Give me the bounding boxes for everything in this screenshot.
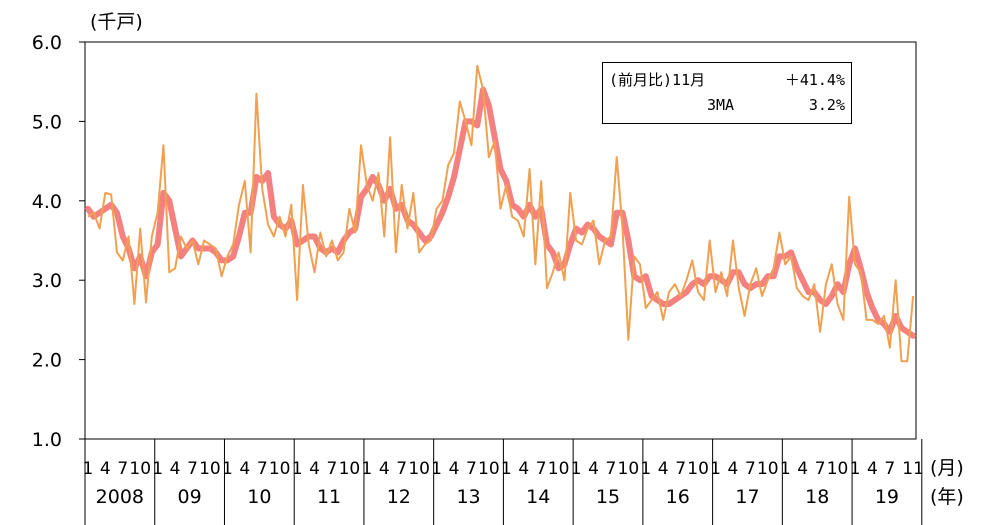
year-label: 2008 bbox=[96, 486, 144, 508]
month-tick-label: 10 bbox=[408, 459, 430, 479]
month-tick-label: 7 bbox=[257, 459, 268, 479]
month-tick-label: 10 bbox=[269, 459, 291, 479]
month-tick-label: 7 bbox=[536, 459, 547, 479]
month-tick-label: 7 bbox=[675, 459, 686, 479]
plot-area-frame bbox=[84, 41, 917, 440]
y-tick-label: 2.0 bbox=[32, 350, 62, 372]
x-axis: 2008 09 10 11 12 13 14 15 16 17 18 191 4 7 10 1 4 7 10 1 4 7 1… bbox=[82, 439, 924, 525]
month-tick-label: 4 bbox=[658, 459, 669, 479]
month-tick-label: 4 bbox=[170, 459, 181, 479]
legend-row1-value: ＋41.4% bbox=[784, 71, 845, 89]
year-label: 09 bbox=[178, 486, 202, 508]
month-tick-label: 4 bbox=[797, 459, 808, 479]
month-tick-label: 4 bbox=[518, 459, 529, 479]
month-tick-label: 7 bbox=[815, 459, 826, 479]
month-tick-label: 10 bbox=[339, 459, 361, 479]
month-tick-label: 1 bbox=[850, 459, 861, 479]
month-tick-label: 4 bbox=[728, 459, 739, 479]
month-tick-label: 1 bbox=[361, 459, 372, 479]
month-tick-label: 7 bbox=[187, 459, 198, 479]
month-tick-label: 4 bbox=[449, 459, 460, 479]
month-tick-label: 7 bbox=[605, 459, 616, 479]
year-label: 13 bbox=[456, 486, 480, 508]
month-tick-label: 1 bbox=[571, 459, 582, 479]
series-line-3ma bbox=[84, 86, 917, 339]
y-tick-label: 4.0 bbox=[32, 191, 62, 213]
month-tick-label: 1 bbox=[152, 459, 163, 479]
month-tick-label: 1 bbox=[82, 459, 93, 479]
y-unit-label: (千戸) bbox=[90, 11, 143, 33]
series-line-monthly bbox=[87, 64, 915, 363]
year-label: 11 bbox=[317, 486, 341, 508]
month-tick-label: 1 bbox=[780, 459, 791, 479]
year-label: 18 bbox=[805, 486, 829, 508]
month-tick-label: 10 bbox=[129, 459, 151, 479]
year-label: 15 bbox=[596, 486, 620, 508]
year-label: 10 bbox=[247, 486, 271, 508]
month-tick-label: 7 bbox=[884, 459, 895, 479]
month-tick-label: 10 bbox=[199, 459, 221, 479]
month-tick-label: 7 bbox=[745, 459, 756, 479]
month-tick-label: 1 bbox=[222, 459, 233, 479]
y-tick-label: 6.0 bbox=[32, 32, 62, 54]
month-tick-label: 10 bbox=[548, 459, 570, 479]
month-tick-label: 4 bbox=[379, 459, 390, 479]
legend-row2-value: 3.2% bbox=[808, 96, 845, 114]
month-tick-label: 4 bbox=[100, 459, 111, 479]
series-layer bbox=[84, 64, 917, 363]
month-tick-label: 1 bbox=[431, 459, 442, 479]
legend-box: (前月比)11月 ＋41.4% 3MA 3.2% bbox=[602, 62, 852, 124]
month-tick-label: 1 bbox=[640, 459, 651, 479]
month-tick-label: 1 bbox=[710, 459, 721, 479]
y-axis: 1.0 2.0 3.0 4.0 5.0 6.0 bbox=[32, 32, 85, 451]
month-tick-label: 4 bbox=[239, 459, 250, 479]
year-label: 16 bbox=[666, 486, 690, 508]
y-tick-label: 3.0 bbox=[32, 270, 62, 292]
legend-row1-label: (前月比)11月 bbox=[609, 71, 706, 89]
month-tick-label: 11 bbox=[902, 459, 924, 479]
month-tick-label: 10 bbox=[618, 459, 640, 479]
month-tick-label: 7 bbox=[466, 459, 477, 479]
month-tick-label: 10 bbox=[687, 459, 709, 479]
month-tick-label: 7 bbox=[396, 459, 407, 479]
legend-row2-label: 3MA bbox=[707, 96, 735, 114]
month-tick-label: 7 bbox=[327, 459, 338, 479]
month-tick-label: 10 bbox=[827, 459, 849, 479]
month-tick-label: 1 bbox=[292, 459, 303, 479]
month-tick-label: 4 bbox=[867, 459, 878, 479]
month-tick-label: 10 bbox=[757, 459, 779, 479]
x-year-axis-label: (年) bbox=[930, 486, 964, 508]
month-tick-label: 4 bbox=[309, 459, 320, 479]
year-label: 19 bbox=[875, 486, 899, 508]
month-tick-label: 4 bbox=[588, 459, 599, 479]
month-tick-label: 10 bbox=[478, 459, 500, 479]
y-tick-label: 1.0 bbox=[32, 429, 62, 451]
year-label: 12 bbox=[387, 486, 411, 508]
x-month-axis-label: (月) bbox=[930, 457, 964, 479]
year-label: 17 bbox=[735, 486, 759, 508]
year-label: 14 bbox=[526, 486, 550, 508]
y-tick-label: 5.0 bbox=[32, 111, 62, 133]
month-tick-label: 1 bbox=[501, 459, 512, 479]
month-tick-label: 7 bbox=[117, 459, 128, 479]
